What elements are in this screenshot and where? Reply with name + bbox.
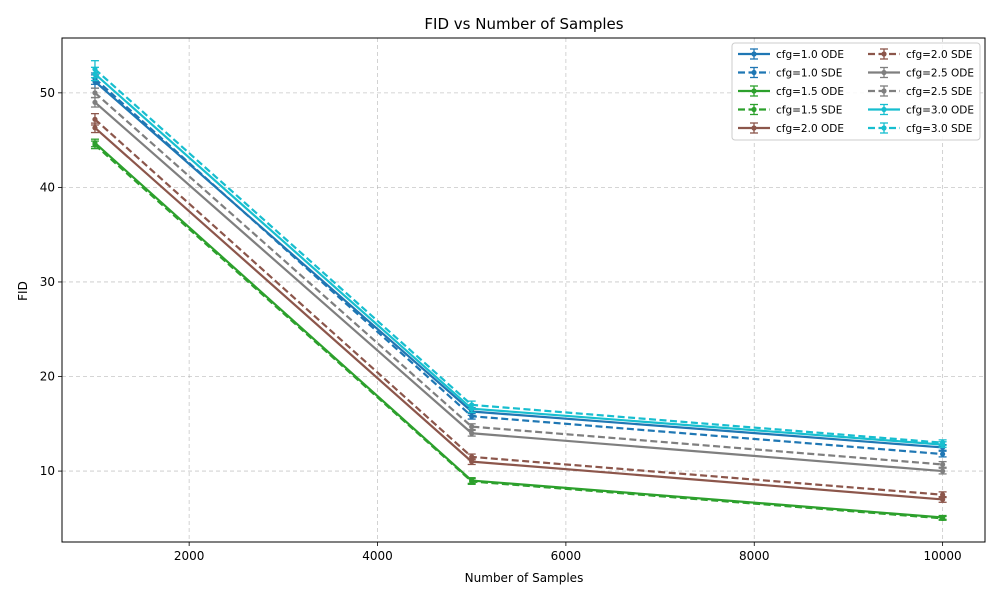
series-cfg-3-0-sde bbox=[90, 60, 947, 447]
legend-marker bbox=[881, 106, 887, 113]
data-point bbox=[469, 478, 475, 485]
data-point bbox=[92, 99, 98, 105]
y-tick-label: 40 bbox=[40, 180, 55, 194]
legend-marker bbox=[751, 88, 757, 94]
data-point bbox=[469, 413, 475, 419]
data-point bbox=[469, 430, 475, 436]
series-layer bbox=[90, 60, 947, 521]
legend-label: cfg=2.0 SDE bbox=[906, 49, 972, 61]
legend-marker bbox=[751, 106, 757, 113]
data-point bbox=[940, 515, 946, 521]
y-tick-label: 20 bbox=[40, 370, 55, 384]
data-point bbox=[92, 125, 98, 131]
legend-label: cfg=3.0 SDE bbox=[906, 123, 972, 135]
y-axis-title: FID bbox=[16, 281, 30, 301]
legend-entry: cfg=3.0 ODE bbox=[868, 103, 974, 117]
legend-entry: cfg=1.5 ODE bbox=[738, 85, 844, 98]
legend-label: cfg=2.0 ODE bbox=[776, 123, 844, 135]
legend-marker bbox=[751, 125, 757, 131]
legend-label: cfg=1.5 ODE bbox=[776, 86, 844, 98]
legend-marker bbox=[751, 51, 757, 57]
series-cfg-2-5-sde bbox=[90, 87, 947, 468]
x-axis-title: Number of Samples bbox=[465, 571, 584, 585]
data-point bbox=[92, 142, 98, 148]
ticks: 2000 4000 6000 8000 10000 10 20 30 40 50 bbox=[40, 86, 962, 563]
data-point bbox=[92, 66, 98, 72]
data-point bbox=[940, 492, 946, 498]
legend-label: cfg=1.5 SDE bbox=[776, 105, 842, 117]
data-point bbox=[469, 402, 475, 408]
legend-label: cfg=1.0 SDE bbox=[776, 68, 842, 80]
x-tick-label: 10000 bbox=[924, 549, 962, 563]
data-point bbox=[940, 440, 946, 446]
legend-entry: cfg=1.0 SDE bbox=[738, 66, 842, 80]
data-point bbox=[469, 424, 475, 430]
data-point bbox=[940, 468, 946, 474]
series-cfg-2-5-ode bbox=[90, 96, 947, 475]
plot-frame bbox=[61, 37, 986, 543]
x-tick-label: 8000 bbox=[739, 549, 770, 563]
x-tick-label: 6000 bbox=[551, 549, 582, 563]
chart-title: FID vs Number of Samples bbox=[424, 15, 623, 33]
series-cfg-1-5-sde bbox=[90, 140, 947, 521]
legend-marker bbox=[881, 125, 887, 131]
legend-entry: cfg=1.5 SDE bbox=[738, 103, 842, 117]
series-cfg-2-0-sde bbox=[90, 112, 947, 499]
legend: cfg=1.0 ODE cfg=1.0 SDE cfg=1.5 ODE cfg=1.5… bbox=[731, 42, 981, 141]
legend-entry: cfg=1.0 ODE bbox=[738, 48, 844, 61]
legend-marker bbox=[881, 69, 887, 76]
legend-entry: cfg=3.0 SDE bbox=[868, 122, 972, 135]
data-point bbox=[940, 461, 946, 468]
data-point bbox=[940, 451, 946, 457]
legend-entry: cfg=2.5 ODE bbox=[868, 66, 974, 80]
legend-entry: cfg=2.0 SDE bbox=[868, 48, 972, 61]
legend-box bbox=[731, 42, 981, 141]
data-point bbox=[469, 454, 475, 460]
data-point bbox=[92, 90, 98, 96]
legend-marker bbox=[881, 88, 887, 94]
legend-entry: cfg=2.5 SDE bbox=[868, 85, 972, 98]
x-tick-label: 2000 bbox=[174, 549, 205, 563]
legend-label: cfg=1.0 ODE bbox=[776, 49, 844, 61]
legend-label: cfg=2.5 ODE bbox=[906, 68, 974, 80]
legend-label: cfg=2.5 SDE bbox=[906, 86, 972, 98]
data-point bbox=[92, 116, 98, 122]
y-tick-label: 10 bbox=[40, 464, 55, 478]
legend-label: cfg=3.0 ODE bbox=[906, 105, 974, 117]
legend-marker bbox=[751, 69, 757, 76]
legend-marker bbox=[881, 51, 887, 57]
legend-entry: cfg=2.0 ODE bbox=[738, 122, 844, 135]
x-tick-label: 4000 bbox=[362, 549, 393, 563]
y-tick-label: 50 bbox=[40, 86, 55, 100]
y-tick-label: 30 bbox=[40, 275, 55, 289]
